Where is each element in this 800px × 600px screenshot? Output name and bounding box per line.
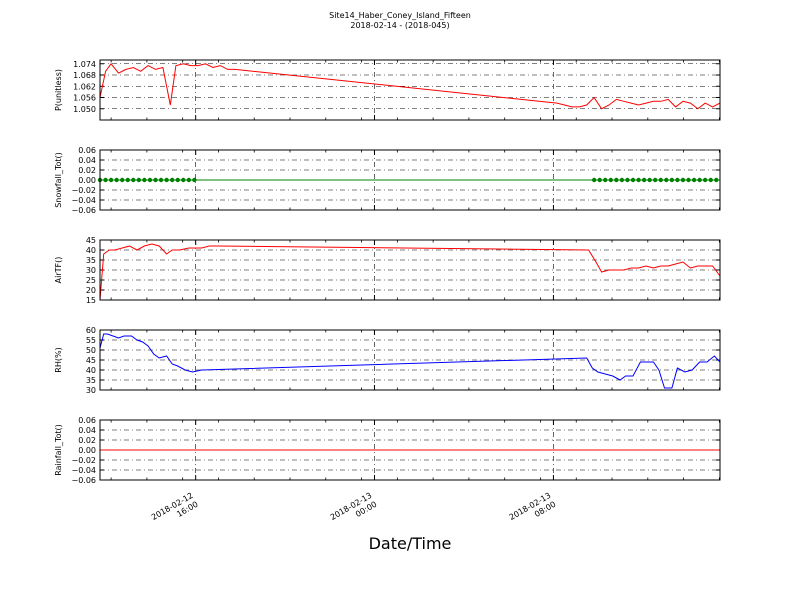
data-point (691, 177, 697, 183)
data-point (664, 177, 669, 183)
axes-frame (99, 149, 721, 211)
data-point (108, 177, 114, 183)
axes-frame (99, 329, 721, 391)
axes-frame (99, 239, 721, 301)
y-tick-label: 1.062 (73, 82, 96, 91)
data-point (680, 177, 686, 183)
y-tick-label: 45 (86, 236, 96, 245)
data-point (608, 177, 614, 183)
y-tick-label: 0.06 (78, 146, 96, 155)
y-axis-label: P(unitless) (54, 69, 63, 111)
y-tick-label: 40 (86, 366, 96, 375)
y-tick-label: −0.02 (71, 456, 96, 465)
axes-frame (99, 59, 721, 121)
data-point (708, 177, 713, 183)
data-point (647, 177, 652, 183)
y-tick-label: −0.04 (71, 466, 96, 475)
y-tick-label: 15 (86, 296, 96, 305)
y-tick-label: −0.04 (71, 196, 96, 205)
panel-snowfall: 0.060.040.020.00−0.02−0.04−0.06 Snowfall_… (54, 146, 721, 215)
y-tick-label: 1.074 (73, 60, 96, 69)
data-point (641, 177, 647, 183)
y-tick-label: 0.02 (78, 436, 96, 445)
y-tick-label: 60 (86, 326, 96, 335)
data-point (636, 177, 641, 183)
y-axis-label: AirTF() (54, 257, 63, 284)
panel-rainfall: 0.060.040.020.00−0.02−0.04−0.06 Rainfall_… (54, 416, 721, 485)
data-point (158, 177, 164, 183)
data-point (153, 177, 158, 183)
data-point (175, 177, 180, 183)
panel-p: 1.074 1.068 1.062 1.056 1.050 P(unitless) (54, 59, 721, 121)
y-tick-label: 1.056 (73, 94, 96, 103)
y-tick-label: 0.02 (78, 166, 96, 175)
y-tick-label: 55 (86, 336, 96, 345)
y-tick-label: 30 (86, 266, 96, 275)
data-point (619, 177, 625, 183)
data-point (597, 177, 602, 183)
y-tick-label: 1.068 (73, 71, 96, 80)
data-point (186, 177, 192, 183)
data-point (131, 177, 136, 183)
y-tick-label: 35 (86, 376, 96, 385)
data-point (125, 177, 130, 183)
data-point (142, 177, 147, 183)
data-point (169, 177, 175, 183)
data-point (658, 177, 663, 183)
data-point (136, 177, 142, 183)
data-point (192, 177, 197, 183)
data-point (625, 177, 630, 183)
series-line-airtf (99, 243, 721, 301)
y-tick-label: −0.02 (71, 186, 96, 195)
y-tick-label: 25 (86, 276, 96, 285)
data-point (164, 177, 169, 183)
data-point (103, 177, 108, 183)
data-point (675, 177, 680, 183)
y-axis-label: Snowfall_Tot() (54, 152, 63, 208)
data-point (702, 177, 708, 183)
x-axis-label: Date/Time (368, 534, 452, 553)
y-tick-label: 45 (86, 356, 96, 365)
y-tick-label: 0.04 (78, 426, 96, 435)
y-tick-label: 0.06 (78, 416, 96, 425)
y-tick-label: −0.06 (71, 206, 96, 215)
y-tick-label: 30 (86, 386, 96, 395)
y-tick-label: −0.06 (71, 476, 96, 485)
data-point (120, 177, 125, 183)
chart-subtitle: 2018-02-14 - (2018-045) (350, 21, 450, 30)
y-tick-label: 0.00 (78, 446, 96, 455)
y-tick-label: 0.04 (78, 156, 96, 165)
y-tick-label: 50 (86, 346, 96, 355)
data-point (114, 177, 119, 183)
data-point (714, 177, 719, 183)
data-point (630, 177, 636, 183)
axes-frame (99, 419, 721, 481)
data-point (686, 177, 691, 183)
data-point (669, 177, 675, 183)
data-point (614, 177, 619, 183)
data-point (653, 177, 658, 183)
data-point (697, 177, 702, 183)
y-tick-label: 40 (86, 246, 96, 255)
y-tick-label: 0.00 (78, 176, 96, 185)
y-tick-label: 35 (86, 256, 96, 265)
chart-title: Site14_Haber_Coney_Island_Fifteen (329, 11, 471, 20)
y-tick-label: 20 (86, 286, 96, 295)
series-line-p (99, 62, 721, 110)
data-point (591, 177, 597, 183)
series-line-rh (99, 333, 721, 389)
data-point (147, 177, 153, 183)
data-point (603, 177, 608, 183)
y-axis-label: RH(%) (54, 347, 63, 372)
data-point (181, 177, 186, 183)
y-tick-label: 1.050 (73, 105, 96, 114)
y-axis-label: Rainfall_Tot() (54, 424, 63, 476)
